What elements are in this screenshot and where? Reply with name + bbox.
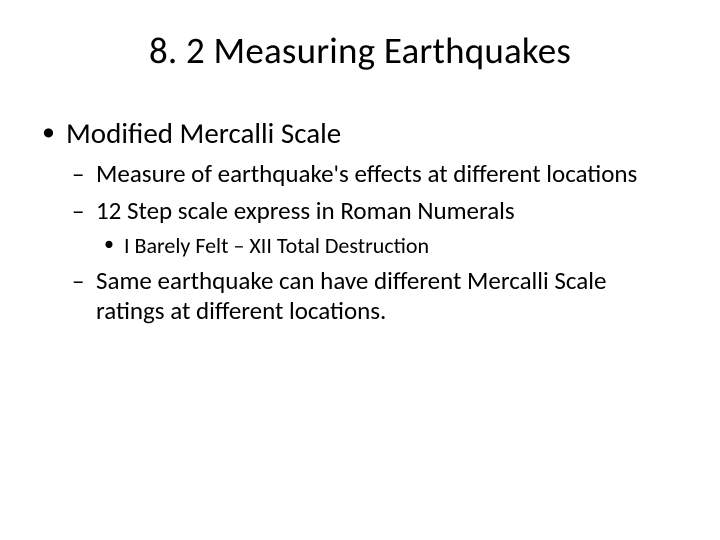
bullet-l2-0-text: Measure of earthquake's effects at diffe… [96,158,637,189]
bullet-l2-2: Same earthquake can have different Merca… [66,266,680,327]
bullet-l2-1-text: 12 Step scale express in Roman Numerals [96,195,515,226]
bullet-l3-0: I Barely Felt – XII Total Destruction [96,232,680,260]
bullet-l2-0: Measure of earthquake's effects at diffe… [66,159,680,190]
slide: 8. 2 Measuring Earthquakes Modified Merc… [0,0,720,540]
bullet-l2-1: 12 Step scale express in Roman Numerals … [66,196,680,260]
bullet-list-level1: Modified Mercalli Scale Measure of earth… [40,115,680,327]
bullet-list-level3: I Barely Felt – XII Total Destruction [96,232,680,260]
bullet-l3-0-text: I Barely Felt – XII Total Destruction [124,232,429,259]
bullet-l1-0-text: Modified Mercalli Scale [66,115,341,151]
bullet-l1-0: Modified Mercalli Scale Measure of earth… [40,115,680,327]
bullet-list-level2: Measure of earthquake's effects at diffe… [66,159,680,327]
bullet-l2-2-text: Same earthquake can have different Merca… [96,265,606,327]
slide-title: 8. 2 Measuring Earthquakes [40,28,680,73]
